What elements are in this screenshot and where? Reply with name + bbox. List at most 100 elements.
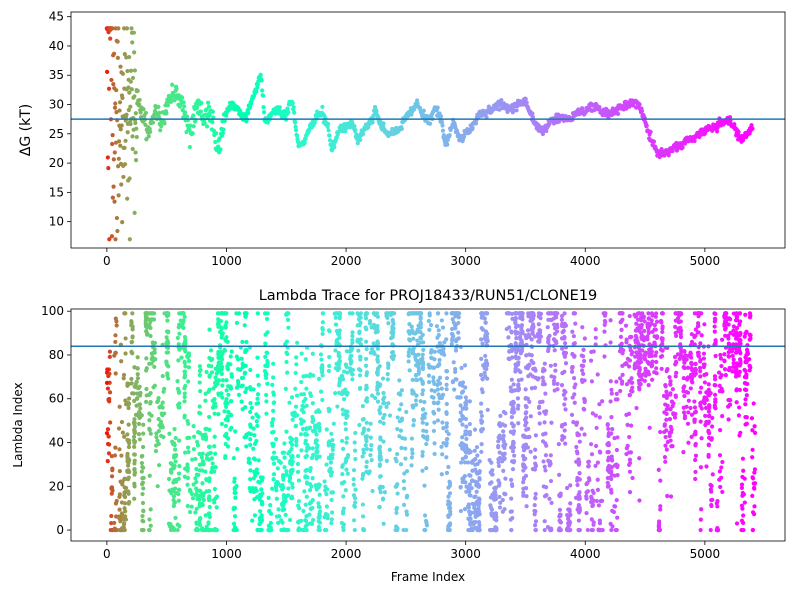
delta-g-point xyxy=(680,145,685,150)
lambda-point xyxy=(532,385,538,390)
lambda-point xyxy=(569,369,575,374)
lambda-point xyxy=(203,469,208,474)
lambda-point xyxy=(173,515,178,521)
delta-g-point xyxy=(191,113,196,118)
lambda-point xyxy=(360,476,365,481)
delta-g-point xyxy=(670,148,675,154)
lambda-point xyxy=(136,402,142,407)
lambda-point xyxy=(154,431,159,436)
lambda-point xyxy=(177,438,182,443)
lambda-point xyxy=(516,421,521,426)
lambda-point xyxy=(203,437,209,442)
lambda-point xyxy=(414,311,419,316)
lambda-point xyxy=(404,527,409,533)
lambda-point xyxy=(366,427,371,432)
lambda-point xyxy=(106,451,112,456)
lambda-point xyxy=(659,366,664,371)
lambda-point xyxy=(530,311,535,316)
lambda-point xyxy=(209,364,214,369)
lambda-point xyxy=(654,350,659,355)
lambda-point xyxy=(385,315,390,320)
lambda-point xyxy=(366,471,371,476)
lambda-point xyxy=(509,496,514,501)
lambda-point xyxy=(471,502,476,507)
lambda-point xyxy=(207,387,212,392)
lambda-point xyxy=(234,385,239,390)
lambda-point xyxy=(113,333,118,338)
lambda-point xyxy=(552,331,558,336)
lambda-point xyxy=(382,412,387,418)
lambda-point xyxy=(509,509,514,514)
lambda-point xyxy=(318,352,324,357)
lambda-point xyxy=(328,466,333,471)
lambda-point xyxy=(219,391,224,396)
lambda-point xyxy=(229,399,234,404)
lambda-point xyxy=(541,459,546,464)
lambda-point xyxy=(295,461,301,467)
y-tick-label: 20 xyxy=(49,156,64,170)
lambda-point xyxy=(579,353,584,358)
lambda-point xyxy=(363,443,368,448)
lambda-point xyxy=(316,376,322,382)
lambda-point xyxy=(188,489,193,494)
lambda-point xyxy=(543,391,548,396)
lambda-point xyxy=(432,357,437,362)
delta-g-point xyxy=(116,156,121,161)
lambda-point xyxy=(559,382,565,388)
delta-g-point xyxy=(118,143,123,148)
lambda-point xyxy=(444,376,450,381)
lambda-point xyxy=(309,455,315,461)
lambda-point xyxy=(293,424,298,429)
lambda-point xyxy=(147,473,152,478)
lambda-point xyxy=(307,426,312,431)
lambda-point xyxy=(446,526,451,531)
lambda-point xyxy=(303,474,308,479)
lambda-point xyxy=(176,471,182,476)
lambda-point xyxy=(444,470,450,475)
lambda-point xyxy=(427,313,432,318)
lambda-point xyxy=(351,518,357,523)
lambda-point xyxy=(388,336,394,341)
lambda-point xyxy=(439,472,444,477)
lambda-point xyxy=(243,349,248,355)
lambda-point xyxy=(140,500,146,506)
lambda-point xyxy=(281,502,286,508)
lambda-point xyxy=(458,395,463,400)
lambda-point xyxy=(337,311,342,316)
lambda-point xyxy=(555,381,560,387)
lambda-point xyxy=(427,327,432,333)
lambda-point xyxy=(424,441,429,447)
lambda-point xyxy=(343,488,348,493)
delta-g-point xyxy=(120,220,125,225)
lambda-point xyxy=(195,443,201,448)
lambda-point xyxy=(239,384,244,389)
delta-g-point xyxy=(440,128,446,133)
lambda-point xyxy=(435,311,441,316)
delta-g-point xyxy=(144,137,149,142)
lambda-point xyxy=(420,391,425,397)
lambda-point xyxy=(654,366,659,371)
lambda-point xyxy=(242,370,248,375)
lambda-point xyxy=(185,503,190,509)
lambda-point xyxy=(155,438,160,443)
delta-g-point xyxy=(213,139,218,145)
delta-g-point xyxy=(187,127,192,132)
lambda-point xyxy=(141,475,146,481)
lambda-point xyxy=(473,514,478,519)
lambda-point xyxy=(203,513,208,518)
lambda-point xyxy=(329,517,334,522)
delta-g-point xyxy=(127,54,132,60)
lambda-point xyxy=(212,469,217,474)
lambda-point xyxy=(173,459,178,464)
lambda-point xyxy=(153,449,159,454)
delta-g-point xyxy=(291,105,296,110)
lambda-point xyxy=(304,386,309,391)
lambda-point xyxy=(477,512,482,517)
lambda-point xyxy=(619,311,624,316)
delta-g-point xyxy=(165,103,170,108)
lambda-point xyxy=(324,427,329,432)
lambda-point xyxy=(289,496,294,501)
lambda-point xyxy=(493,511,499,516)
lambda-point xyxy=(597,402,602,407)
lambda-point xyxy=(286,486,291,491)
